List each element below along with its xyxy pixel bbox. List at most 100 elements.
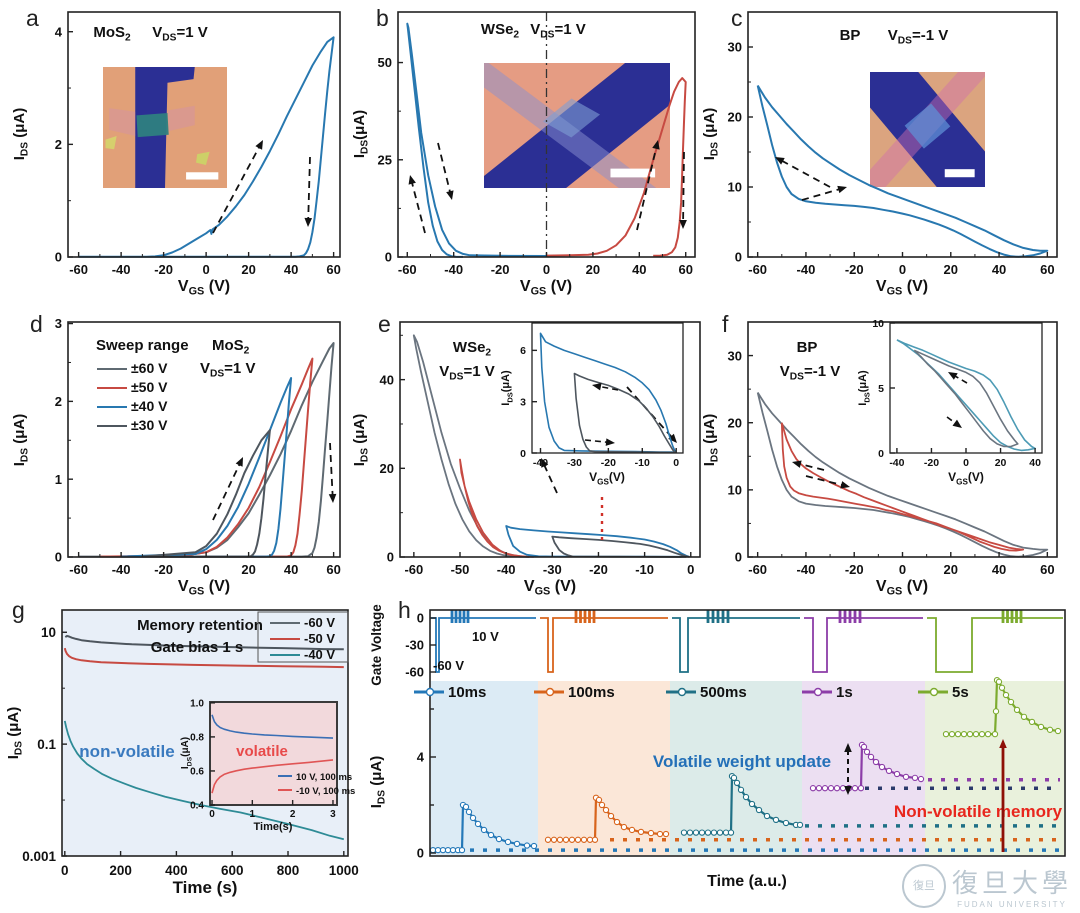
series-wse2-sweep-50 [459, 458, 534, 558]
x-tick-label: -40 [797, 262, 816, 277]
marker [857, 785, 865, 792]
x-tick-label: 40 [284, 262, 298, 277]
marker [851, 785, 859, 792]
flake-shape [904, 103, 951, 149]
marker [960, 730, 968, 738]
y-tick-label: 10 [41, 625, 56, 640]
series-volatile-negative [211, 759, 334, 794]
marker [680, 829, 688, 836]
marker [698, 829, 706, 836]
y-tick-label: 40 [380, 372, 394, 387]
y-tick-label: 3 [55, 316, 62, 331]
pulse-trace [672, 617, 800, 673]
marker [647, 829, 655, 837]
marker [722, 829, 730, 836]
marker [523, 842, 531, 849]
legend-label: ±40 V [131, 398, 168, 414]
marker [458, 846, 466, 854]
arrow-head [948, 372, 958, 380]
y-axis-label: Gate Voltage [369, 604, 384, 686]
annotation: Volatile weight update [653, 752, 831, 771]
y-tick-label: 0 [520, 448, 526, 460]
y-tick-label: 0 [55, 550, 62, 565]
y-tick-label: 2 [55, 137, 62, 152]
legend-label: -50 V [304, 631, 335, 646]
panel-h: 0 -30 -60 4 0 Time (a.u.) Gate Voltage IDS (μA)… [368, 597, 1066, 890]
band [538, 681, 670, 855]
marker [607, 812, 615, 820]
marker [796, 821, 804, 829]
arrow-head [952, 419, 962, 428]
y-tick-label: 3 [520, 396, 526, 408]
arrow-head [837, 185, 847, 194]
legend-label: 100ms [568, 684, 615, 701]
panel-d: -60 -40 -20 0 20 40 60 0 1 2 3 VGS (V) IDS (μA) Sweep… [11, 311, 341, 598]
arrow [801, 188, 841, 201]
marker [917, 775, 925, 783]
marker [1028, 718, 1036, 726]
arrow-head [679, 219, 687, 229]
plot-frame [531, 322, 684, 454]
marker [737, 786, 745, 793]
x-tick-label: -40 [797, 562, 816, 577]
x-axis-label: VGS (V) [520, 278, 572, 298]
y-axis-label: IDS (μA) [351, 414, 371, 467]
x-tick-label: 400 [165, 863, 188, 878]
series-sweep-40 [121, 377, 293, 558]
y-tick-label: 0 [735, 250, 742, 265]
arrow-head [840, 481, 850, 489]
x-tick-label: -10 [635, 457, 650, 469]
x-tick-label: 20 [995, 457, 1007, 469]
marker [948, 730, 956, 738]
series-wse2-positive-sweep [546, 77, 687, 257]
x-tick-label: -20 [491, 262, 510, 277]
marker [1007, 698, 1015, 706]
y-tick-label: 0 [417, 846, 424, 861]
series-sweep-60 [78, 342, 335, 558]
x-tick-label: 0 [203, 562, 210, 577]
y-tick-label: 30 [728, 40, 742, 55]
marker [469, 814, 477, 822]
flake-shape [196, 151, 210, 166]
y-tick-label: 10 [728, 483, 742, 498]
panel-letter-b: b [376, 5, 389, 31]
marker [815, 785, 823, 792]
x-tick-label: -20 [601, 457, 616, 469]
marker [972, 730, 980, 738]
x-tick-label: -40 [112, 562, 131, 577]
y-tick-label: 20 [728, 110, 742, 125]
y-axis-label: IDS (μA) [5, 707, 25, 760]
y-tick-label: 4 [417, 750, 425, 765]
arrow-head [668, 433, 677, 443]
marker [474, 820, 482, 828]
legend-label: ±60 V [131, 360, 168, 376]
micrograph-inset-a [103, 67, 227, 188]
arrow [598, 385, 619, 391]
marker [992, 708, 1000, 715]
panel-letter-c: c [731, 5, 743, 31]
panel-b: -60 -40 -20 0 20 40 60 0 25 50 VGS (V) IDS(μA) WSe2 V… [351, 5, 696, 298]
marker [602, 806, 610, 814]
y-tick-label: 0.6 [190, 767, 204, 778]
x-axis-label: VGS (V) [178, 578, 230, 598]
y-tick-label: 0 [735, 550, 742, 565]
x-tick-label: -50 [451, 562, 470, 577]
watermark-chinese: 復旦大學 [951, 869, 1072, 898]
marker [748, 800, 756, 808]
band [670, 681, 802, 855]
marker [530, 842, 538, 850]
x-tick-label: 0 [209, 809, 215, 820]
flake-shape [109, 108, 136, 136]
plot-frame [429, 609, 1066, 857]
panel-g-inset: 0 1 2 3 0.4 0.6 0.8 1.0 Time(s) IDS(μA) volatile 10… [180, 698, 355, 833]
annotation: VDS=1 V [152, 24, 207, 44]
y-tick-label: -30 [405, 638, 424, 653]
marker [591, 836, 599, 843]
flake-shape [167, 105, 195, 132]
marker [562, 836, 570, 843]
marker [872, 758, 880, 766]
arrow [780, 159, 831, 188]
y-axis-label: IDS(μA) [857, 370, 872, 406]
marker [628, 826, 636, 834]
marker [742, 793, 750, 801]
